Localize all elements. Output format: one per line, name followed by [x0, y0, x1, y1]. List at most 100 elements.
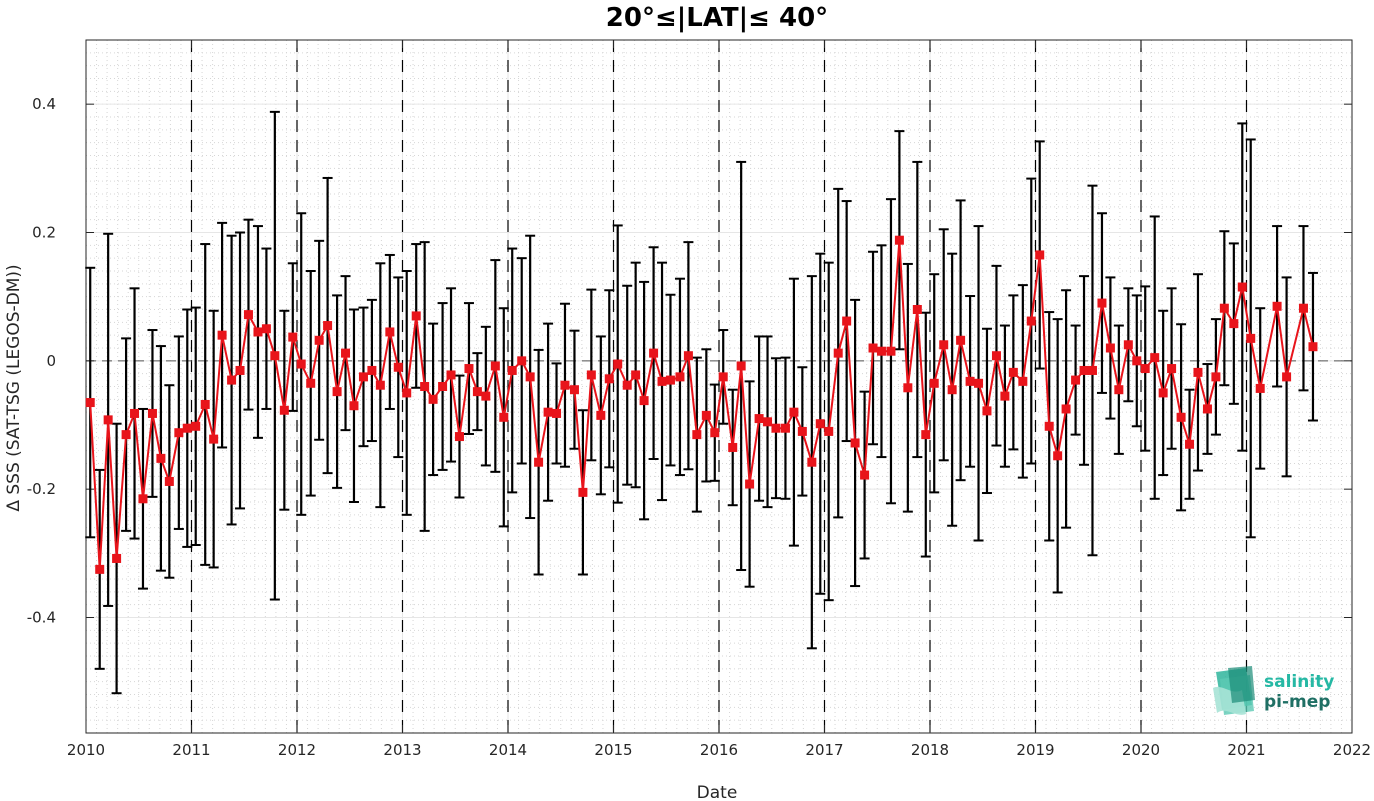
x-tick-label: 2017: [805, 741, 843, 759]
data-point: [1246, 333, 1256, 343]
data-point: [1123, 340, 1133, 350]
data-point: [868, 343, 878, 353]
data-point: [991, 351, 1001, 361]
data-point: [1229, 319, 1239, 329]
data-point: [227, 375, 237, 385]
data-point: [393, 362, 403, 372]
x-tick-label: 2016: [700, 741, 738, 759]
data-point: [1202, 404, 1212, 414]
data-point: [1272, 301, 1282, 311]
data-point: [1018, 376, 1028, 386]
logo-text-pi-mep: pi-mep: [1264, 692, 1330, 712]
x-tick-label: 2014: [489, 741, 527, 759]
data-point: [481, 391, 491, 401]
data-point: [586, 370, 596, 380]
series-line: [89, 240, 1314, 570]
data-point: [341, 348, 351, 358]
data-point: [797, 426, 807, 436]
data-point: [683, 351, 693, 361]
x-tick-label: 2019: [1016, 741, 1054, 759]
data-point: [569, 385, 579, 395]
y-tick-label: 0.2: [32, 224, 56, 242]
data-point: [288, 332, 298, 342]
data-point: [1167, 364, 1177, 374]
data-point: [217, 330, 227, 340]
data-point: [771, 423, 781, 433]
y-tick-label: -0.2: [27, 480, 56, 498]
data-point: [243, 310, 253, 320]
data-point: [358, 372, 368, 382]
data-point: [1185, 439, 1195, 449]
data-point: [736, 361, 746, 371]
data-point: [507, 365, 517, 375]
data-point: [894, 235, 904, 245]
data-point: [1097, 298, 1107, 308]
data-point: [375, 380, 385, 390]
data-point: [306, 378, 316, 388]
data-point: [182, 423, 192, 433]
data-point: [164, 476, 174, 486]
data-point: [103, 415, 113, 425]
data-point: [560, 380, 570, 390]
data-point: [701, 410, 711, 420]
y-tick-labels: -0.4 -0.2 0 0.2 0.4: [27, 95, 56, 626]
data-point: [1035, 250, 1045, 260]
data-point: [860, 470, 870, 480]
x-tick-label: 2018: [911, 741, 949, 759]
x-tick-label: 2022: [1333, 741, 1371, 759]
data-point: [1158, 388, 1168, 398]
data-point: [956, 335, 966, 345]
data-point: [728, 442, 738, 452]
x-tick-labels: 2010 2011 2012 2013 2014 2015 2016 2017 2018 2019…: [67, 741, 1371, 759]
data-point: [578, 487, 588, 497]
data-point: [639, 396, 649, 406]
data-point: [1061, 404, 1071, 414]
data-point: [420, 382, 430, 391]
data-point: [1000, 391, 1010, 401]
data-point: [296, 359, 306, 369]
data-point: [121, 430, 131, 440]
data-point: [1219, 303, 1229, 313]
data-point: [209, 434, 219, 444]
x-tick-label: 2011: [172, 741, 210, 759]
data-point: [675, 372, 685, 382]
data-point: [314, 335, 324, 345]
data-point: [1114, 385, 1124, 395]
data-point: [1176, 412, 1186, 422]
data-point: [824, 426, 834, 436]
data-point: [85, 398, 95, 408]
data-point: [596, 410, 606, 420]
data-point: [191, 421, 201, 431]
data-point: [517, 356, 527, 366]
data-point: [499, 412, 509, 422]
data-point: [1079, 365, 1089, 375]
data-point: [912, 305, 922, 314]
data-point: [552, 408, 562, 418]
data-point: [454, 432, 464, 442]
data-point: [710, 428, 720, 438]
logo-waves-icon: [1213, 666, 1255, 715]
data-point: [692, 430, 702, 440]
data-point: [402, 388, 412, 398]
data-point: [147, 408, 157, 418]
data-point: [543, 407, 553, 417]
y-tick-label: 0: [46, 352, 56, 370]
data-point: [349, 401, 359, 411]
data-point: [385, 327, 395, 337]
data-point: [156, 453, 166, 463]
data-point: [850, 438, 860, 448]
y-tick-label: -0.4: [27, 609, 56, 627]
y-tick-label: 0.4: [32, 95, 56, 113]
data-point: [921, 430, 931, 440]
data-point: [833, 348, 843, 358]
data-point: [886, 346, 896, 356]
data-point: [200, 399, 210, 409]
data-point: [1132, 356, 1142, 366]
data-point: [428, 394, 438, 404]
data-point: [947, 385, 957, 395]
data-point: [745, 479, 755, 489]
data-point: [367, 365, 377, 375]
data-point: [1044, 421, 1054, 431]
data-point: [718, 372, 728, 382]
